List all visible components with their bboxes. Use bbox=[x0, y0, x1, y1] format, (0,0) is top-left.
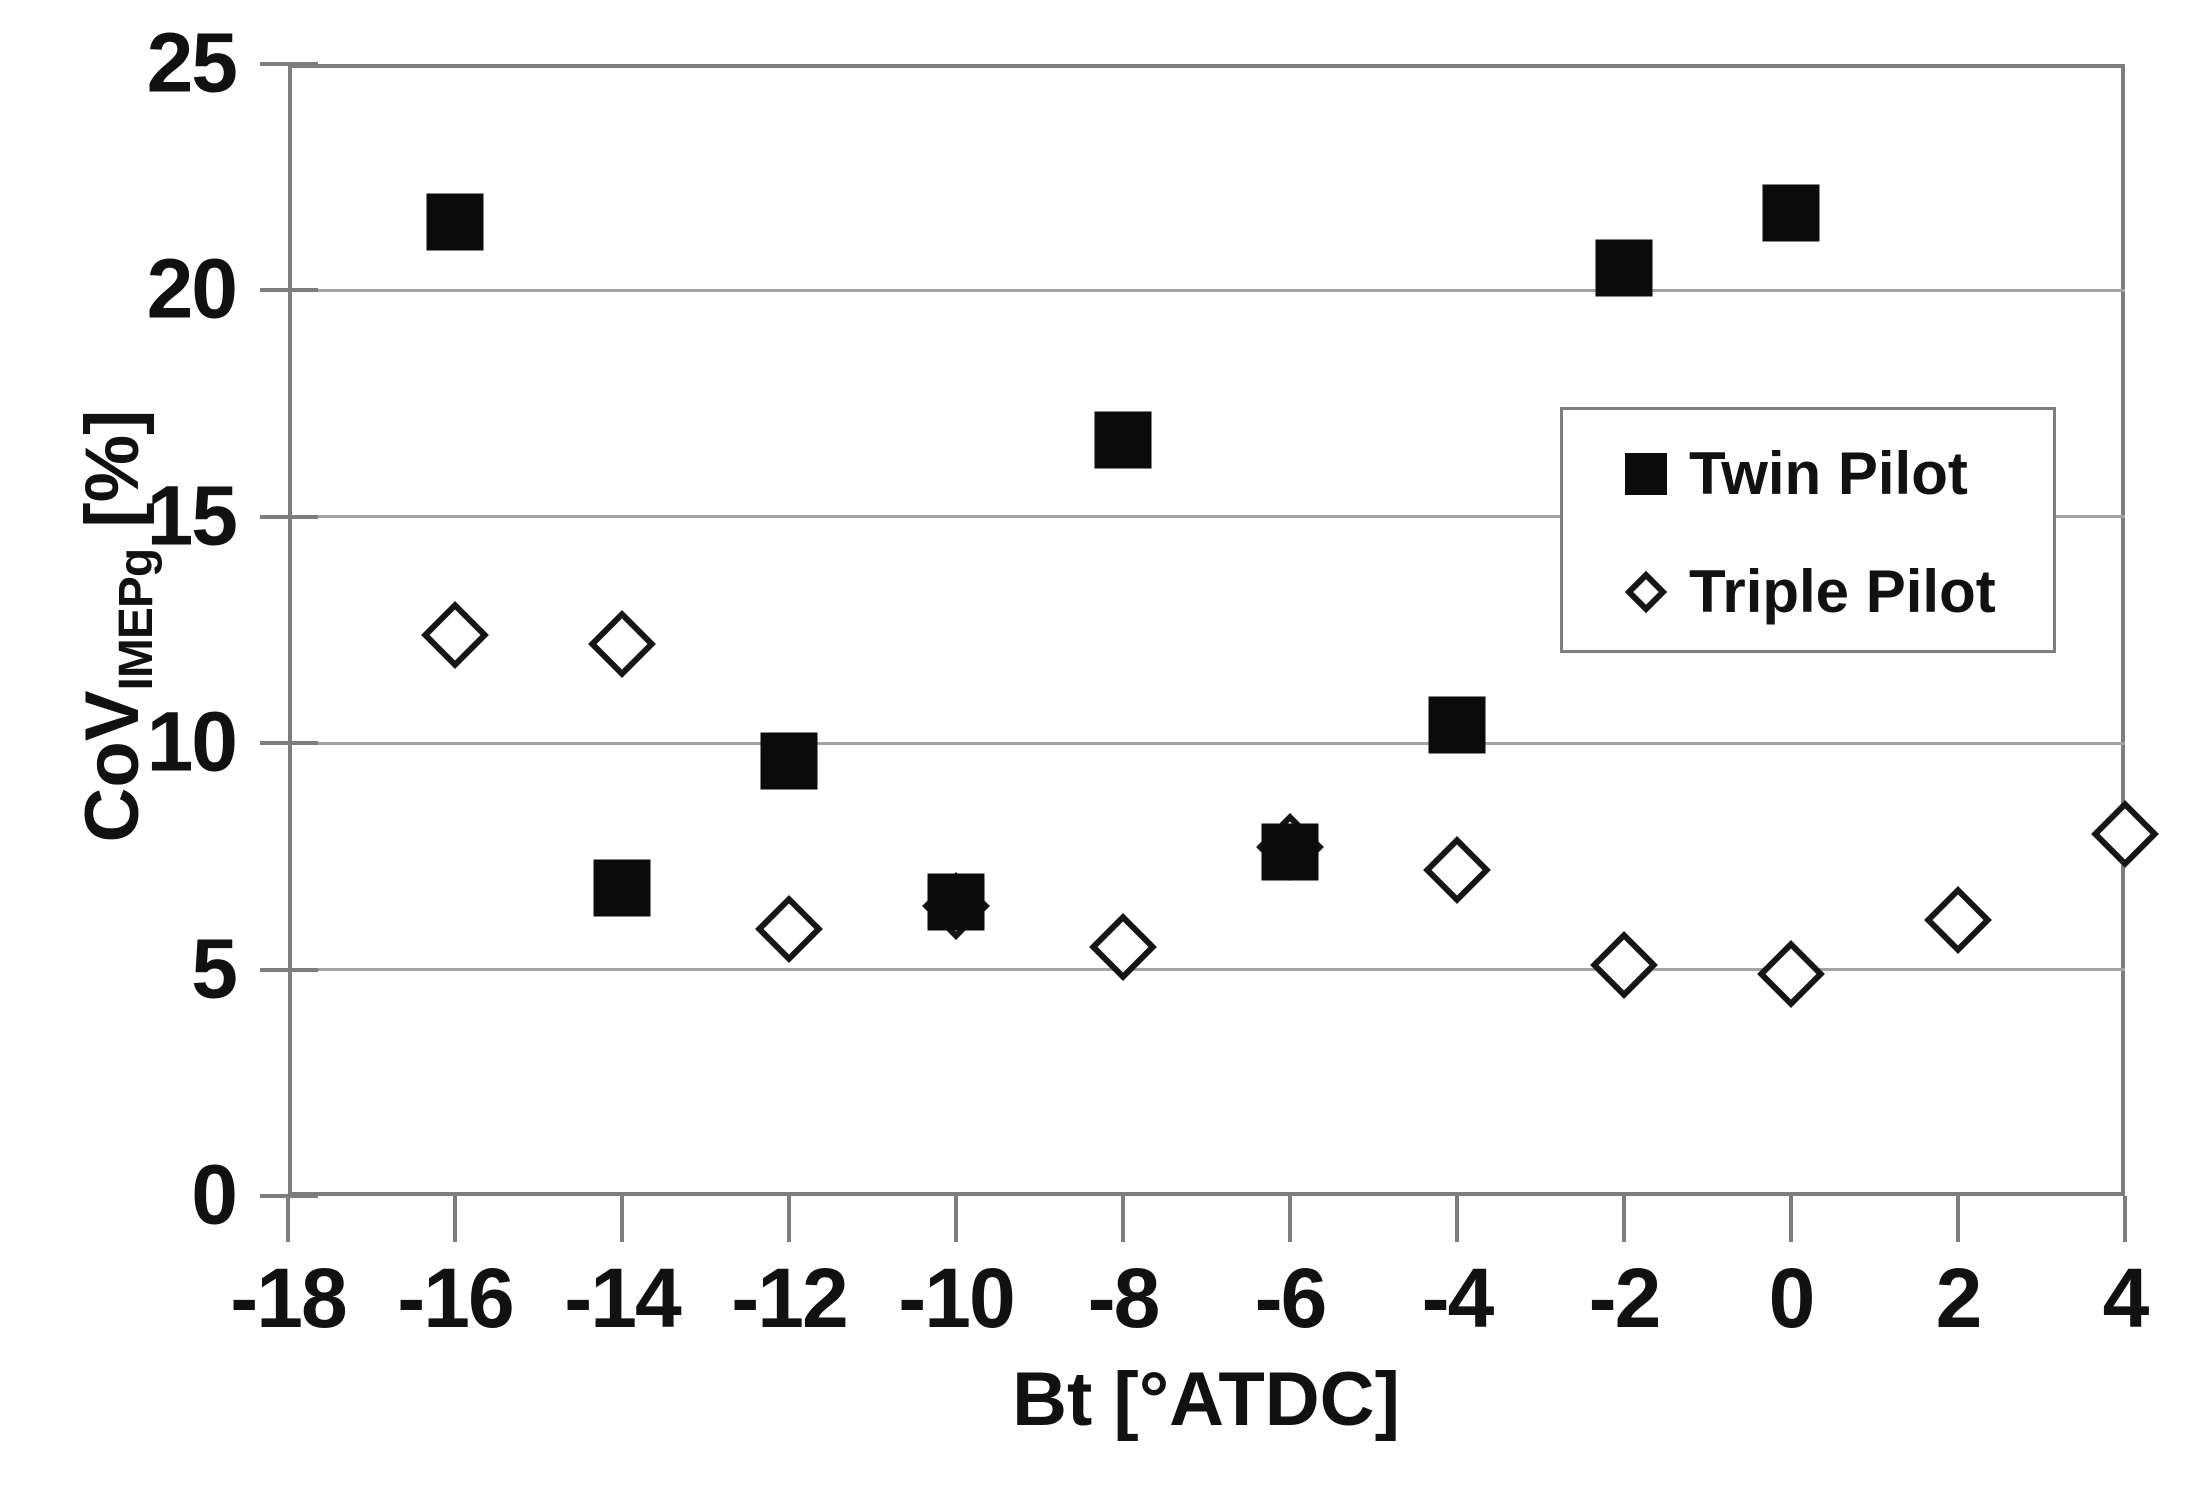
y-gridline bbox=[288, 515, 2125, 519]
open-diamond-marker-icon bbox=[1624, 570, 1668, 614]
y-gridline bbox=[288, 288, 2125, 292]
x-axis-tick bbox=[787, 1196, 791, 1242]
legend-label: Twin Pilot bbox=[1689, 440, 1968, 507]
y-axis-tick bbox=[260, 967, 318, 972]
filled-square-marker-icon bbox=[1625, 453, 1667, 495]
x-axis-tick bbox=[1956, 1196, 1960, 1242]
legend-label: Triple Pilot bbox=[1689, 558, 1996, 625]
x-axis-tick bbox=[1622, 1196, 1626, 1242]
x-axis-tick bbox=[1455, 1196, 1459, 1242]
y-axis-tick bbox=[260, 741, 318, 746]
x-axis-tick bbox=[1288, 1196, 1292, 1242]
x-axis-tick bbox=[620, 1196, 624, 1242]
x-axis-tick bbox=[2123, 1196, 2127, 1242]
y-tick-label: 0 bbox=[191, 1147, 238, 1242]
data-point-filled-square bbox=[426, 193, 484, 251]
y-tick-label: 15 bbox=[146, 468, 238, 563]
data-point-filled-square bbox=[1261, 823, 1319, 881]
y-axis-title-subscript: IMEPg bbox=[110, 548, 163, 691]
x-tick-label: -4 bbox=[1421, 1251, 1495, 1345]
x-tick-label: -8 bbox=[1087, 1251, 1161, 1345]
y-axis-title-main: CoV bbox=[70, 690, 155, 843]
y-gridline bbox=[288, 968, 2125, 972]
x-tick-label: -18 bbox=[230, 1251, 347, 1345]
x-axis-tick bbox=[453, 1196, 457, 1242]
x-tick-label: 0 bbox=[1768, 1251, 1816, 1345]
x-tick-label: -12 bbox=[731, 1251, 848, 1345]
data-point-filled-square bbox=[1595, 239, 1653, 297]
data-point-filled-square bbox=[593, 859, 651, 917]
data-point-filled-square bbox=[1094, 411, 1152, 469]
y-tick-label: 20 bbox=[146, 241, 238, 336]
legend-entry-twin-pilot: Twin Pilot bbox=[1625, 426, 1968, 522]
x-tick-label: -10 bbox=[898, 1251, 1015, 1345]
y-axis-title-unit: [%] bbox=[70, 409, 155, 549]
y-axis-tick bbox=[260, 514, 318, 519]
x-tick-label: 4 bbox=[2102, 1251, 2150, 1345]
data-point-filled-square bbox=[1428, 696, 1486, 754]
x-axis-tick bbox=[1789, 1196, 1793, 1242]
y-gridline bbox=[288, 741, 2125, 745]
y-tick-label: 25 bbox=[146, 15, 238, 110]
x-tick-label: 2 bbox=[1935, 1251, 1983, 1345]
y-axis-tick bbox=[260, 62, 318, 66]
y-tick-label: 10 bbox=[146, 694, 238, 789]
data-point-filled-square bbox=[927, 873, 985, 931]
y-axis-title: CoVIMEPg [%] bbox=[70, 410, 163, 843]
x-axis-tick bbox=[286, 1196, 290, 1242]
legend: Twin Pilot Triple Pilot bbox=[1560, 407, 2056, 653]
y-axis-tick bbox=[260, 288, 318, 293]
x-axis-tick bbox=[1121, 1196, 1125, 1242]
x-axis-tick bbox=[954, 1196, 958, 1242]
x-tick-label: -16 bbox=[397, 1251, 514, 1345]
data-point-filled-square bbox=[760, 732, 818, 790]
x-tick-label: -6 bbox=[1254, 1251, 1328, 1345]
y-tick-label: 5 bbox=[191, 920, 238, 1015]
x-tick-label: -14 bbox=[564, 1251, 681, 1345]
legend-entry-triple-pilot: Triple Pilot bbox=[1624, 544, 1996, 640]
x-tick-label: -2 bbox=[1588, 1251, 1662, 1345]
x-axis-title: Bt [°ATDC] bbox=[1012, 1357, 1400, 1442]
data-point-filled-square bbox=[1762, 184, 1820, 242]
